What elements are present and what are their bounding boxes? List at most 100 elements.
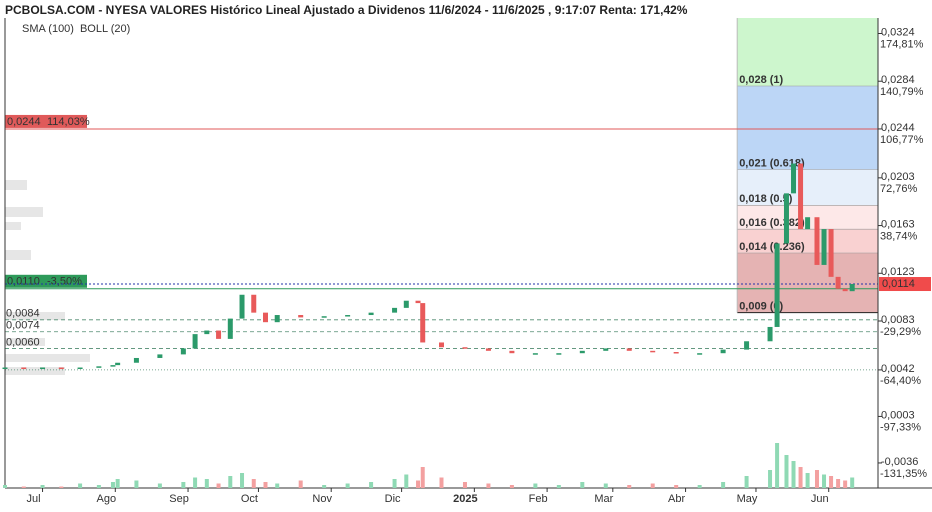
- volume-bar: [627, 485, 632, 488]
- candle: [321, 316, 327, 318]
- volume-bar: [392, 479, 397, 488]
- volume-bar: [322, 485, 327, 488]
- fib-label: 0,014 (0.236): [739, 241, 805, 253]
- y-tick-change: 140,79%: [880, 86, 924, 98]
- y-tick-label: 0,0284: [881, 74, 915, 86]
- candle: [798, 163, 804, 230]
- volume-bar: [228, 476, 233, 488]
- candle: [368, 312, 374, 316]
- y-tick-change: 174,81%: [880, 38, 924, 50]
- y-tick-label: 0,0163: [881, 218, 915, 230]
- volume-bar: [697, 485, 702, 488]
- volume-bar: [263, 482, 268, 488]
- x-tick-label: Mar: [594, 493, 613, 505]
- volume-bar: [439, 477, 444, 488]
- candle: [77, 367, 83, 370]
- y-tick-label: 0,0244: [881, 122, 915, 134]
- y-tick-label: 0,0123: [881, 266, 915, 278]
- y-tick-change: 72,76%: [880, 183, 918, 195]
- candle: [204, 330, 210, 335]
- volume-bar: [462, 482, 467, 488]
- current-label: 0,0114: [882, 278, 915, 290]
- x-tick-label: Jul: [27, 493, 41, 505]
- ref-label: 0,0244: [7, 116, 41, 128]
- y-tick-change: -29,29%: [880, 326, 921, 338]
- candle: [96, 366, 102, 368]
- fib-zone: [737, 18, 878, 86]
- candle: [462, 347, 468, 349]
- candle: [744, 341, 750, 350]
- volume-bar: [843, 480, 848, 488]
- candle: [509, 350, 515, 354]
- volume-bar: [416, 480, 421, 488]
- fib-zone: [737, 229, 878, 253]
- y-tick-change: 38,74%: [880, 230, 918, 242]
- volume-bar: [40, 485, 45, 488]
- level-label: 0,0060: [6, 336, 40, 348]
- x-tick-label: Dic: [385, 493, 401, 505]
- ref-label: 0,0110: [7, 276, 40, 288]
- volume-bar: [836, 479, 841, 488]
- y-tick-label: 0,0083: [881, 314, 915, 326]
- candle: [439, 342, 444, 348]
- volume-bar: [115, 479, 120, 488]
- volume-bar: [580, 482, 585, 488]
- candle: [133, 357, 139, 363]
- y-tick-label: 0,0042: [881, 363, 915, 375]
- candle: [579, 350, 585, 354]
- candle: [603, 348, 609, 351]
- candle: [216, 330, 222, 339]
- volume-bar: [805, 473, 810, 488]
- volume-bar: [110, 482, 115, 488]
- candle: [157, 354, 163, 358]
- candle: [821, 229, 827, 265]
- y-tick-change: -97,33%: [880, 421, 921, 433]
- x-tick-label: Oct: [241, 493, 258, 505]
- candle: [227, 318, 233, 339]
- candle: [532, 353, 538, 355]
- volume-profile: [5, 180, 90, 375]
- candle: [192, 334, 198, 349]
- x-tick-label: Ago: [97, 493, 117, 505]
- candle: [251, 294, 257, 313]
- level-label: 0,0084: [6, 308, 40, 320]
- candle: [791, 163, 797, 194]
- volume-bar: [822, 474, 827, 488]
- volume-bar: [369, 482, 374, 488]
- volume-bar: [798, 467, 803, 488]
- fib-zone: [737, 253, 878, 313]
- volume-bar: [21, 486, 26, 488]
- volume-bar: [486, 483, 491, 488]
- candle: [774, 243, 780, 327]
- chart-title: PCBOLSA.COM - NYESA VALORES Histórico Li…: [5, 3, 688, 17]
- candle: [403, 300, 409, 308]
- candle: [415, 300, 421, 304]
- volume-bar: [533, 483, 538, 488]
- candle: [110, 365, 116, 367]
- volume-bar: [134, 480, 139, 488]
- x-tick-label: Feb: [529, 493, 548, 505]
- candle: [673, 352, 679, 354]
- x-tick-label: Sep: [169, 493, 189, 505]
- candle: [849, 284, 855, 292]
- volume-bar: [420, 467, 425, 488]
- volume-bar: [345, 483, 350, 488]
- candle: [298, 315, 304, 318]
- x-tick-label: May: [737, 493, 758, 505]
- volume-bar: [404, 474, 409, 488]
- volume-bar: [674, 485, 679, 488]
- candle: [650, 350, 656, 353]
- x-tick-label: Nov: [312, 493, 332, 505]
- fib-label: 0,016 (0.382): [739, 217, 805, 229]
- y-tick-change: -131,35%: [880, 468, 927, 480]
- ref-label-bg: [5, 114, 87, 128]
- candle: [783, 193, 789, 244]
- fib-label: 0,021 (0.618): [739, 157, 805, 169]
- candle: [2, 367, 8, 370]
- legend-entry: BOLL (20): [80, 23, 130, 35]
- volume-bar: [251, 479, 256, 488]
- candle: [767, 326, 773, 342]
- volume-bar: [216, 483, 221, 488]
- volume-bar: [744, 476, 749, 488]
